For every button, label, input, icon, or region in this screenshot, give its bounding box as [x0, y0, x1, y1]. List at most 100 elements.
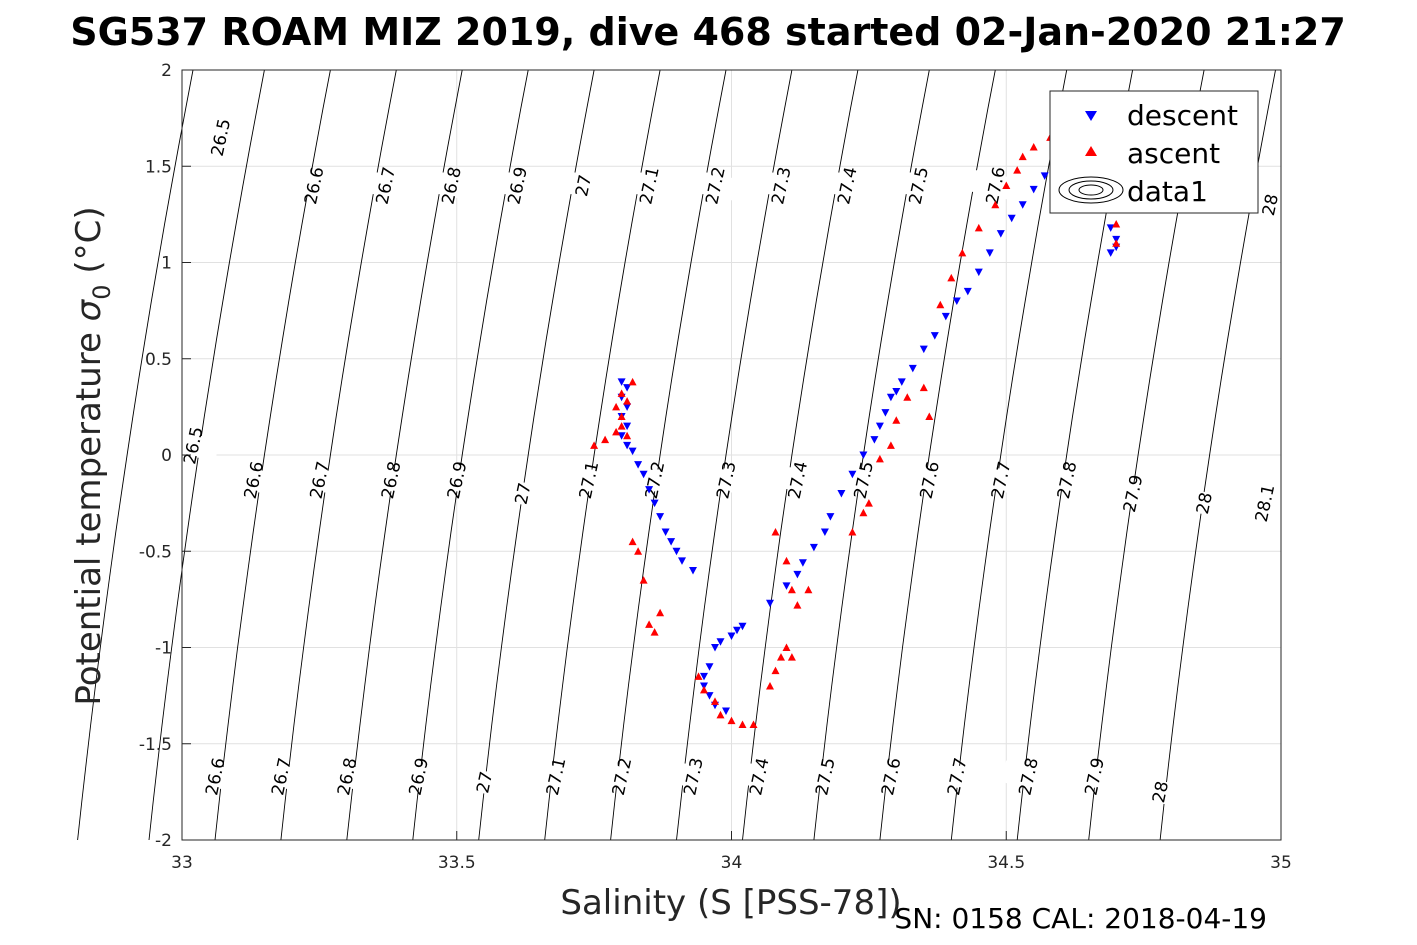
y-tick-label: 1 [161, 254, 172, 274]
descent-point [689, 567, 697, 575]
contour-label-bg [254, 760, 308, 793]
contour-label: 28 [1149, 779, 1173, 804]
contour-label-bg [930, 760, 984, 793]
contour-label-bg [732, 760, 786, 793]
descent-point [656, 513, 665, 521]
descent-point [672, 547, 681, 556]
ascent-point [711, 697, 719, 705]
contour-label-bg [364, 464, 418, 496]
descent-point [870, 436, 879, 444]
descent-point [848, 470, 857, 479]
contour-label: 28 [1259, 192, 1283, 217]
ascent-point [601, 435, 610, 444]
ascent-point [716, 710, 725, 719]
ascent-point [936, 300, 945, 309]
ascent-point [787, 585, 796, 594]
descent-point [623, 441, 632, 450]
descent-point [941, 312, 950, 321]
contour-line-26.9 [346, 69, 463, 841]
descent-point [650, 499, 659, 508]
ascent-point [700, 685, 708, 694]
ascent-point [848, 528, 857, 536]
contour-label-bg [457, 766, 511, 799]
y-axis-ticks: -2 -1.5 -1 -0.5 0 0.5 1 1.5 2 [139, 61, 191, 851]
x-axis-label: Salinity (S [PSS-78]) [560, 883, 901, 923]
descent-point [1018, 201, 1027, 209]
contour-line-27.2 [544, 69, 661, 841]
ascent-point [903, 393, 912, 401]
ascent-point [947, 273, 956, 282]
contour-label-bg [902, 464, 957, 496]
descent-point [711, 644, 719, 652]
contour-line-26.5 [77, 69, 194, 841]
legend-ascent-label: ascent [1127, 137, 1220, 170]
descent-point [1106, 224, 1115, 232]
descent-point [667, 538, 676, 546]
descent-point [617, 432, 626, 440]
descent-point [908, 364, 917, 373]
descent-point [623, 422, 632, 431]
descent-point [705, 663, 714, 671]
descent-point [809, 543, 818, 552]
contour-line-27.1 [478, 69, 595, 841]
descent-point [722, 707, 730, 715]
contour-label-bg [974, 464, 1028, 496]
descent-point [985, 249, 994, 257]
ascent-point [886, 441, 895, 449]
ascent-point [1018, 152, 1027, 161]
contour-label: 27 [572, 173, 596, 198]
contour-label-bg [820, 169, 874, 202]
contour-label-bg [292, 464, 347, 496]
descent-point [678, 557, 686, 565]
descent-point [628, 447, 637, 456]
ascent-point [793, 601, 802, 609]
contour-label-bg [1001, 760, 1055, 793]
descent-point [881, 409, 890, 417]
descent-point [897, 378, 906, 386]
descent-point [826, 513, 835, 521]
ascent-point [787, 653, 796, 661]
contour-label-bg [556, 169, 610, 202]
y-tick-label: 1.5 [145, 157, 172, 177]
descent-point [886, 393, 895, 402]
descent-point [700, 672, 708, 681]
ascent-point [738, 720, 747, 728]
descent-point [733, 626, 741, 635]
chart-title: SG537 ROAM MIZ 2019, dive 468 started 02… [70, 10, 1346, 54]
contour-label-bg [594, 760, 649, 793]
contour-labels: 26.526.6 26.7 26.8 26.9 27 27.1 27.2 27.3 27.4 27… [166, 117, 1297, 808]
descent-point [639, 470, 648, 479]
ascent-point [771, 528, 780, 536]
descent-point [974, 268, 983, 277]
contour-label-bg [1237, 487, 1292, 520]
descent-point [919, 345, 928, 354]
legend-contour-icon [1058, 176, 1124, 204]
contour-label-bg [490, 169, 544, 202]
ascent-point [612, 427, 621, 436]
descent-point [716, 638, 725, 646]
contour-line-27.4 [676, 69, 793, 841]
ascent-point [859, 508, 868, 517]
contour-label-bg [1039, 464, 1094, 496]
ascent-point [974, 223, 983, 232]
ascent-point [771, 666, 780, 675]
descent-point [930, 332, 939, 340]
ascent-point [1002, 181, 1011, 189]
descent-point [875, 422, 884, 431]
descent-point [623, 384, 632, 392]
ascent-point [1013, 166, 1022, 174]
contour-label-bg [1133, 775, 1187, 808]
ascent-point [694, 672, 703, 680]
y-tick-label: -0.5 [139, 542, 172, 562]
ascent-point [1112, 239, 1121, 247]
contour-line-27 [412, 69, 529, 841]
descent-point [859, 451, 868, 459]
descent-point [705, 692, 714, 700]
ascent-point [782, 556, 791, 565]
descent-point [892, 388, 901, 396]
legend-box [1049, 90, 1259, 214]
descent-point [617, 378, 626, 386]
y-axis-label: Potential temperature σ0 (°C) [69, 206, 116, 705]
contour-label-bg [193, 121, 248, 154]
ascent-point [727, 716, 736, 725]
